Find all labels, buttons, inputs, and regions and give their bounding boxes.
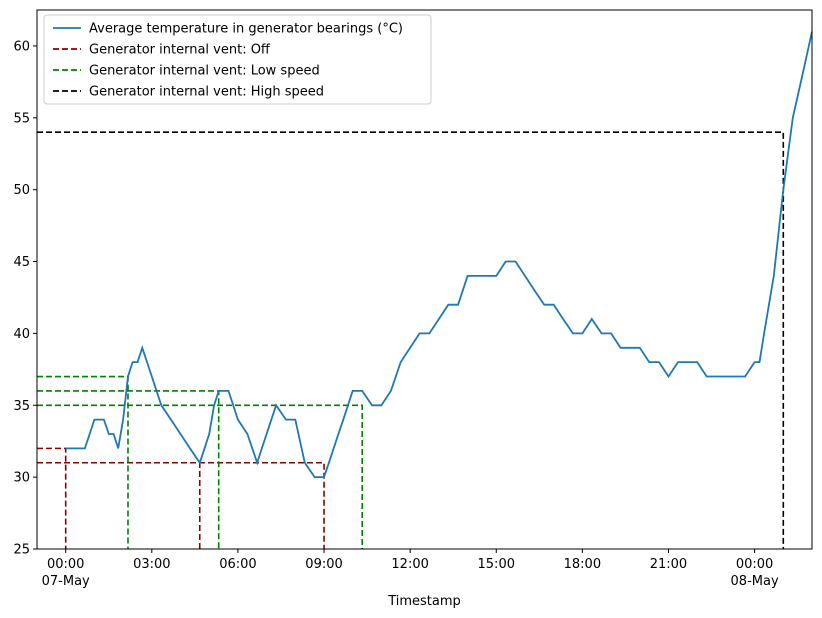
temperature-line: [65, 31, 812, 479]
legend-label: Generator internal vent: High speed: [89, 85, 324, 100]
x-tick-label: 09:00: [305, 557, 342, 572]
x-tick-label: 03:00: [133, 557, 170, 572]
vent-marker-high-speed-0: [37, 131, 785, 549]
x-tick-label: 00:00: [47, 557, 84, 572]
x-tick-label: 06:00: [219, 557, 256, 572]
x-tick-label: 00:00: [736, 557, 773, 572]
legend: Average temperature in generator bearing…: [43, 14, 432, 105]
y-tick-label: 40: [13, 327, 30, 342]
y-tick-label: 35: [13, 399, 30, 414]
y-tick-label: 60: [13, 39, 30, 54]
x-tick-label: 21:00: [650, 557, 687, 572]
x-tick-label: 18:00: [564, 557, 601, 572]
x-tick-label: 12:00: [391, 557, 428, 572]
vent-marker-low-speed-2: [37, 404, 364, 549]
vent-marker-off-2: [37, 461, 325, 549]
x-tick-label: 15:00: [478, 557, 515, 572]
legend-label: Average temperature in generator bearing…: [89, 22, 403, 37]
axes-frame: [36, 9, 813, 550]
legend-label: Generator internal vent: Off: [89, 43, 271, 58]
y-tick-label: 45: [13, 255, 30, 270]
vent-marker-layer: [37, 131, 785, 549]
x-tick-date-label: 08-May: [731, 574, 779, 589]
x-axis-label: Timestamp: [387, 594, 461, 609]
series-line-layer: [65, 31, 812, 479]
vent-marker-off-1: [37, 461, 201, 549]
y-tick-label: 50: [13, 183, 30, 198]
legend-box: [43, 14, 432, 105]
y-tick-label: 30: [13, 471, 30, 486]
x-tick-date-label: 07-May: [42, 574, 90, 589]
tick-layer: 25 30 35 40 45 50 55 60 00:00 07-May 03:00 06:00 09:…: [13, 39, 779, 589]
y-tick-label: 55: [13, 111, 30, 126]
legend-label: Generator internal vent: Low speed: [89, 64, 320, 79]
y-tick-label: 25: [13, 543, 30, 558]
